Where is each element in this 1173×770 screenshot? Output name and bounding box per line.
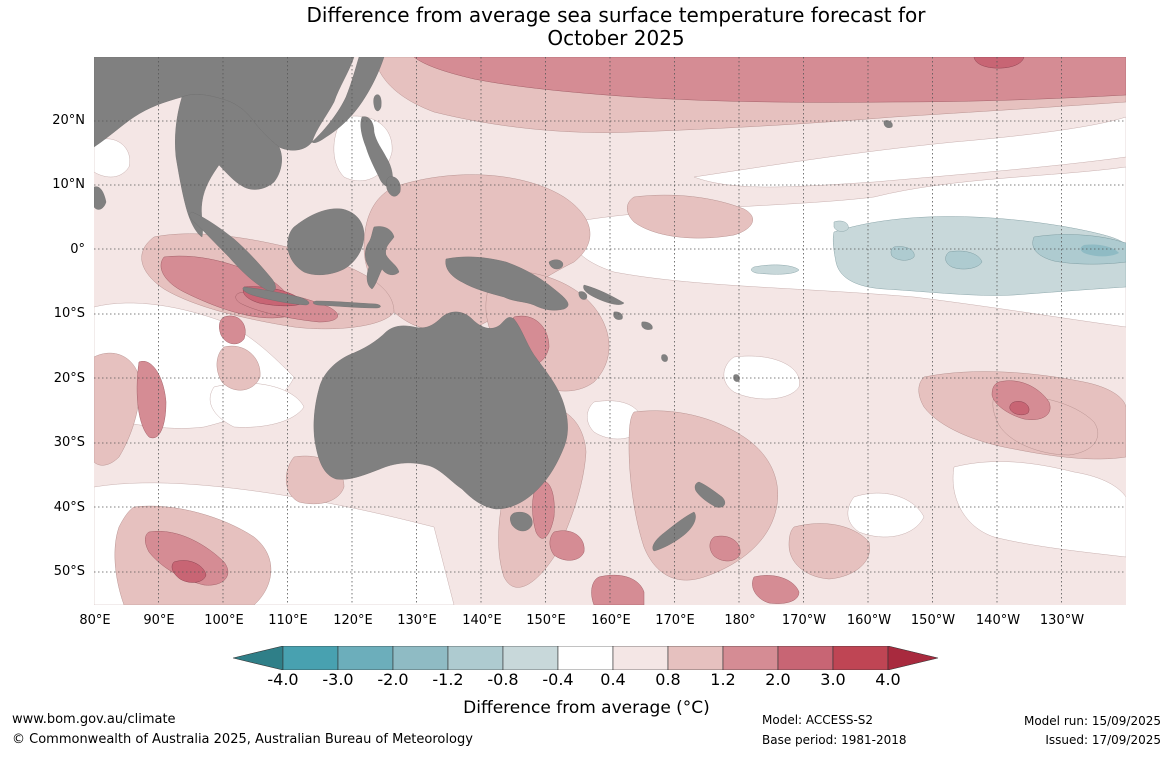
lon-label-90e: 90°E xyxy=(143,613,175,628)
lon-label-140w: 140°W xyxy=(975,613,1021,628)
lat-label-10n: 10°N xyxy=(52,177,85,192)
lon-label-110e: 110°E xyxy=(268,613,308,628)
lat-label-30s: 30°S xyxy=(53,435,85,450)
colorbar-tick: -0.8 xyxy=(487,670,519,689)
colorbar-segment-below-neg4 xyxy=(232,645,284,671)
lon-label-80e: 80°E xyxy=(79,613,111,628)
colorbar-segment-neg3-neg2 xyxy=(337,645,394,671)
lon-label-150w: 150°W xyxy=(910,613,956,628)
lon-label-100e: 100°E xyxy=(204,613,244,628)
lon-label-120e: 120°E xyxy=(333,613,373,628)
colorbar-title: Difference from average (°C) xyxy=(463,698,710,718)
colorbar-segment-1-2-2-0 xyxy=(722,645,779,671)
colorbar-tick: -1.2 xyxy=(432,670,464,689)
colorbar-segment-0-8-1-2 xyxy=(667,645,724,671)
lat-label-10s: 10°S xyxy=(53,306,85,321)
colorbar-segment-neg2-neg1-2 xyxy=(392,645,449,671)
colorbar-tick: 3.0 xyxy=(820,670,846,689)
colorbar-segment-3-0-4-0 xyxy=(832,645,889,671)
colorbar-tick: 0.8 xyxy=(655,670,681,689)
colorbar-segment-2-0-3-0 xyxy=(777,645,834,671)
base-period: Base period: 1981-2018 xyxy=(762,733,907,747)
colorbar-segment-0-4-0-8 xyxy=(612,645,669,671)
lon-label-150e: 150°E xyxy=(526,613,566,628)
sst-anomaly-map xyxy=(94,57,1126,605)
colorbar-tick: -3.0 xyxy=(322,670,354,689)
colorbar-tick: 4.0 xyxy=(875,670,901,689)
lon-label-130w: 130°W xyxy=(1039,613,1085,628)
lon-label-130e: 130°E xyxy=(397,613,437,628)
colorbar-tick: -2.0 xyxy=(377,670,409,689)
colorbar-tick: 2.0 xyxy=(765,670,791,689)
lon-label-160w: 160°W xyxy=(846,613,892,628)
lon-label-170w: 170°W xyxy=(781,613,827,628)
website-link[interactable]: www.bom.gov.au/climate xyxy=(12,712,176,727)
colorbar-tick: -4.0 xyxy=(267,670,299,689)
issued-date: Issued: 17/09/2025 xyxy=(1045,733,1161,747)
colorbar xyxy=(232,645,939,671)
colorbar-segment-neg0-8-neg0-4 xyxy=(502,645,559,671)
colorbar-segment-neg4-neg3 xyxy=(282,645,339,671)
chart-title: Difference from average sea surface temp… xyxy=(0,4,1173,50)
colorbar-segment-neg0-4-0-4 xyxy=(557,645,614,671)
model-name: Model: ACCESS-S2 xyxy=(762,713,874,727)
lon-label-140e: 140°E xyxy=(462,613,502,628)
model-run-date: Model run: 15/09/2025 xyxy=(1023,714,1161,728)
colorbar-graphic xyxy=(232,645,939,671)
colorbar-tick: 0.4 xyxy=(600,670,626,689)
anomaly-cool-strong xyxy=(1080,244,1119,257)
lat-label-20n: 20°N xyxy=(52,113,85,128)
lat-label-50s: 50°S xyxy=(53,564,85,579)
lat-label-equator: 0° xyxy=(70,242,85,257)
chart-title-line1: Difference from average sea surface temp… xyxy=(306,3,926,27)
lat-label-40s: 40°S xyxy=(53,500,85,515)
land-masses xyxy=(94,57,893,552)
copyright-text: © Commonwealth of Australia 2025, Austra… xyxy=(12,732,473,747)
colorbar-tick: -0.4 xyxy=(542,670,574,689)
graticule xyxy=(94,57,1126,605)
chart-title-line2: October 2025 xyxy=(547,26,685,50)
colorbar-tick: 1.2 xyxy=(710,670,736,689)
colorbar-segment-above-4 xyxy=(887,645,939,671)
lon-label-170e: 170°E xyxy=(655,613,695,628)
lat-label-20s: 20°S xyxy=(53,371,85,386)
lon-label-160e: 160°E xyxy=(591,613,631,628)
colorbar-segment-neg1-2-neg0-8 xyxy=(447,645,504,671)
lon-label-180: 180° xyxy=(724,613,756,628)
map-canvas xyxy=(94,57,1126,605)
